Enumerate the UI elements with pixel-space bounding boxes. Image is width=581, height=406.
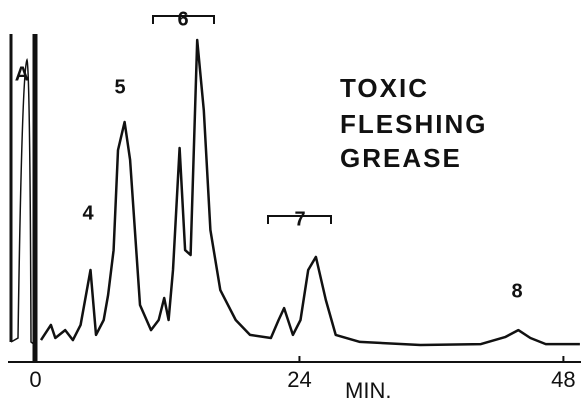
x-tick-label: 48 (551, 367, 575, 392)
peak-label: 8 (511, 280, 522, 302)
solvent-peak (10, 57, 36, 346)
peak-label: 5 (114, 76, 125, 98)
trace (39, 38, 580, 347)
peak-label: 4 (82, 202, 94, 224)
peak-label: 6 (177, 8, 188, 30)
chart-title: GREASE (340, 143, 462, 173)
bracket (152, 15, 215, 24)
x-axis-label: MIN. (345, 378, 391, 403)
peak-label: A (15, 63, 29, 85)
x-tick-label: 24 (287, 367, 311, 392)
peak-label: 7 (294, 208, 305, 230)
chart-title: FLESHING (340, 109, 487, 139)
x-tick-label: 0 (29, 367, 41, 392)
chart-title: TOXIC (340, 73, 429, 103)
bracket (267, 215, 332, 224)
